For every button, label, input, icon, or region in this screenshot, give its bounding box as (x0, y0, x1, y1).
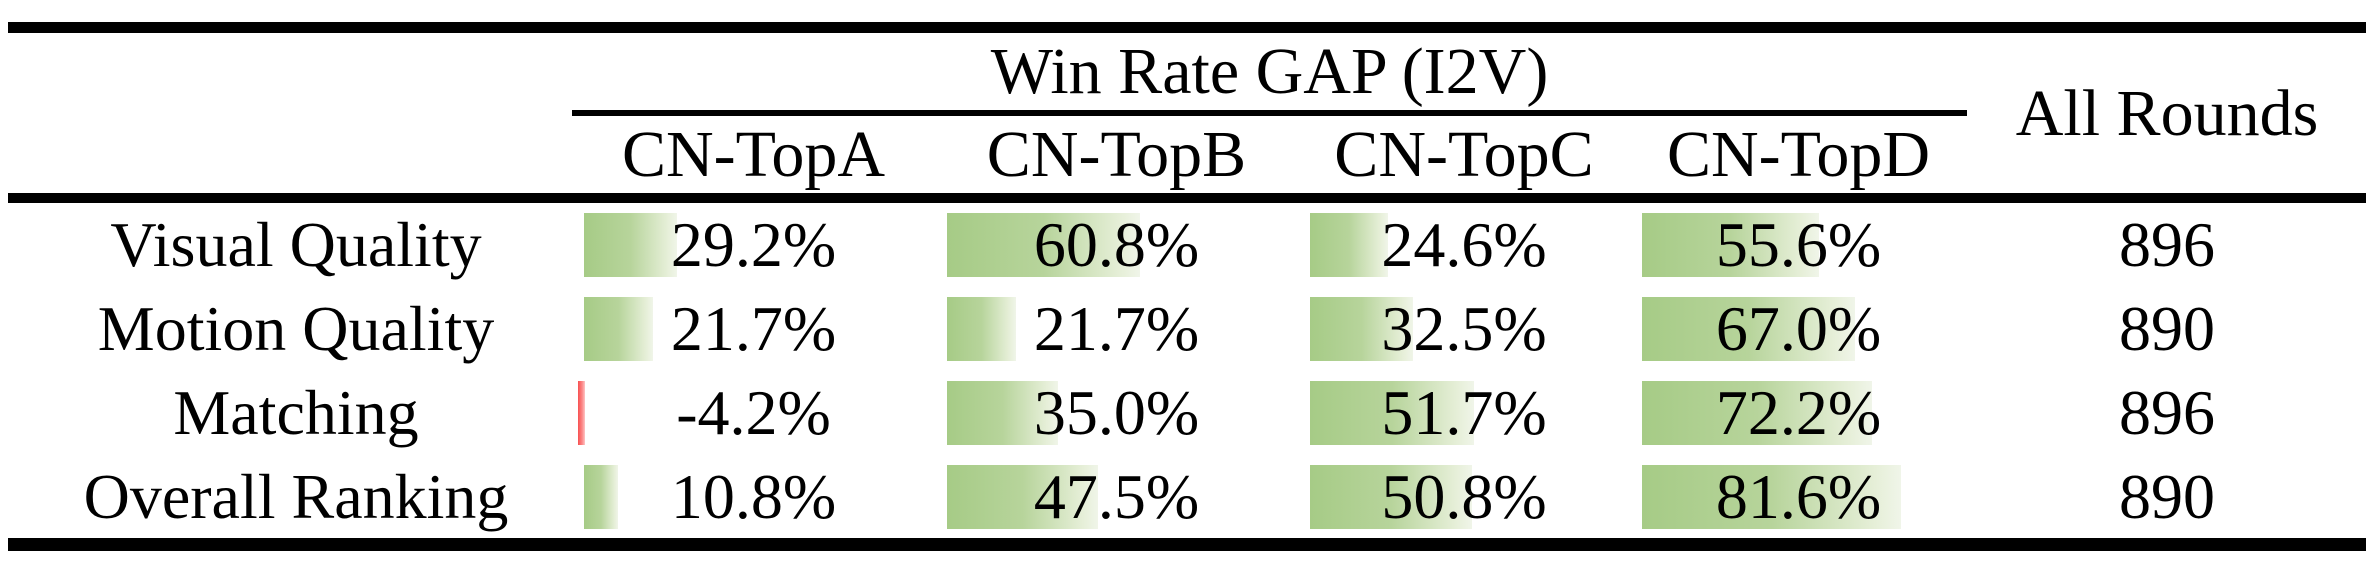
all-rounds-value: 896 (2119, 209, 2215, 280)
row-label: Overall Ranking (83, 461, 509, 532)
table-cell: 35.0% (935, 372, 1298, 454)
column-header-cn-topc: CN-TopC (1334, 117, 1594, 191)
column-header-cn-topa: CN-TopA (621, 117, 886, 191)
cell-value: 32.5% (1381, 293, 1547, 364)
table-cell: 29.2% (572, 204, 935, 286)
data-bar (584, 213, 677, 277)
data-bar (1642, 465, 1901, 529)
cell-value: 51.7% (1381, 377, 1547, 448)
cell-value: 81.6% (1715, 461, 1882, 532)
all-rounds-value: 890 (2119, 461, 2215, 532)
data-bar (1310, 465, 1472, 529)
table-cell: 32.5% (1298, 288, 1630, 370)
table-cell: 21.7% (935, 288, 1298, 370)
cell-value: 55.6% (1715, 209, 1882, 280)
all-rounds-header: All Rounds (2015, 76, 2319, 150)
cell-value: 72.2% (1715, 377, 1882, 448)
row-label: Motion Quality (97, 293, 495, 364)
cell-value: 21.7% (1033, 293, 1200, 364)
data-bar (1642, 381, 1872, 445)
data-bar (947, 381, 1058, 445)
cell-value: 60.8% (1033, 209, 1200, 280)
cell-value: -4.2% (676, 377, 831, 448)
top-rule (8, 22, 2366, 33)
table-cell: -4.2% (572, 372, 935, 454)
data-bar (578, 381, 585, 445)
table-cell: 72.2% (1630, 372, 1967, 454)
column-header-cn-topd: CN-TopD (1666, 117, 1931, 191)
data-bar (1642, 213, 1819, 277)
data-bar (584, 297, 653, 361)
row-label: Matching (173, 377, 419, 448)
cell-value: 29.2% (670, 209, 837, 280)
table-cell: 81.6% (1630, 456, 1967, 538)
all-rounds-value: 890 (2119, 293, 2215, 364)
cell-value: 21.7% (670, 293, 837, 364)
data-bar (1310, 297, 1413, 361)
cell-value: 67.0% (1715, 293, 1882, 364)
data-bar (947, 297, 1016, 361)
cell-value: 47.5% (1033, 461, 1200, 532)
table-cell: 51.7% (1298, 372, 1630, 454)
table-cell: 55.6% (1630, 204, 1967, 286)
data-bar (947, 213, 1140, 277)
data-bar (947, 465, 1098, 529)
data-bar (1310, 213, 1388, 277)
table-cell: 24.6% (1298, 204, 1630, 286)
table-cell: 10.8% (572, 456, 935, 538)
cell-value: 50.8% (1381, 461, 1547, 532)
table-title: Win Rate GAP (I2V) (990, 35, 1549, 108)
header-midrule (8, 193, 2366, 203)
data-bar (584, 465, 618, 529)
cell-value: 24.6% (1381, 209, 1547, 280)
table-cell: 50.8% (1298, 456, 1630, 538)
data-bar (1642, 297, 1855, 361)
cell-value: 10.8% (670, 461, 837, 532)
column-header-cn-topb: CN-TopB (986, 117, 1247, 191)
table-cell: 21.7% (572, 288, 935, 370)
all-rounds-value: 896 (2119, 377, 2215, 448)
table-cell: 47.5% (935, 456, 1298, 538)
row-label: Visual Quality (110, 209, 482, 280)
data-bar (1310, 381, 1474, 445)
cell-value: 35.0% (1033, 377, 1200, 448)
header-cmidrule (572, 110, 1967, 116)
bottom-rule (8, 538, 2366, 551)
table-cell: 67.0% (1630, 288, 1967, 370)
table-cell: 60.8% (935, 204, 1298, 286)
